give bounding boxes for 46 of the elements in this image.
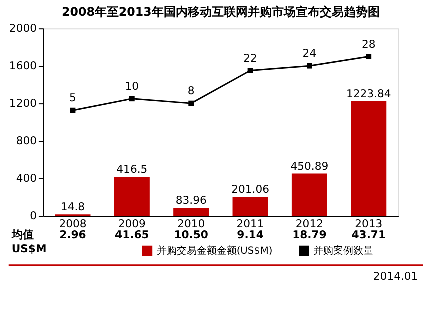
data-label: 83.96 (176, 194, 207, 208)
bar (174, 208, 210, 216)
y-tick-label: 400 (16, 172, 38, 185)
y-tick-label: 0 (30, 209, 38, 222)
data-label: 416.5 (116, 163, 148, 176)
chart-title: 2008年至2013年国内移动互联网并购市场宣布交易趋势图 (62, 4, 380, 19)
point (248, 68, 254, 74)
x-tick-label: 2008 (59, 217, 87, 230)
text: 9.14 (237, 228, 264, 242)
y-tick-label: 800 (16, 134, 38, 148)
text: 43.71 (352, 228, 386, 242)
data-label: 10 (125, 80, 140, 93)
text: 10.50 (174, 228, 209, 242)
text: 41.65 (115, 228, 150, 242)
data-label: 1223.84 (346, 87, 392, 100)
y-tick-label: 1200 (9, 97, 38, 110)
data-label: 28 (362, 38, 376, 51)
legend-label: 并购案例数量 (314, 244, 374, 257)
data-label: 201.06 (232, 183, 270, 196)
x-tick-label: 2012 (296, 217, 324, 230)
data-label: 8 (188, 84, 195, 98)
bar (292, 174, 328, 216)
point (70, 108, 76, 114)
bar (232, 197, 268, 216)
legend-label: 并购交易金额金额(US$M) (156, 244, 273, 257)
data-label: 24 (302, 47, 317, 60)
x-tick-label: 2010 (178, 217, 206, 230)
data-label: 22 (244, 52, 258, 65)
point (306, 63, 312, 69)
bar (114, 176, 150, 216)
x-tick-label: 2013 (355, 217, 383, 230)
data-label: 5 (70, 92, 76, 105)
text: 2.96 (60, 228, 86, 242)
point (188, 100, 194, 106)
data-label: 14.8 (60, 200, 86, 214)
data-label: 450.89 (290, 160, 329, 173)
point (129, 96, 135, 102)
x-tick-label: 2009 (118, 217, 146, 230)
text: 均值 US$M (10, 228, 47, 256)
x-tick-label: 2011 (236, 217, 264, 230)
y-tick-label: 2000 (9, 22, 38, 36)
text: 18.79 (292, 228, 327, 242)
bar (351, 101, 387, 216)
y-tick-label: 1600 (9, 60, 38, 73)
point (366, 54, 372, 60)
text: 2014.01 (373, 270, 418, 284)
